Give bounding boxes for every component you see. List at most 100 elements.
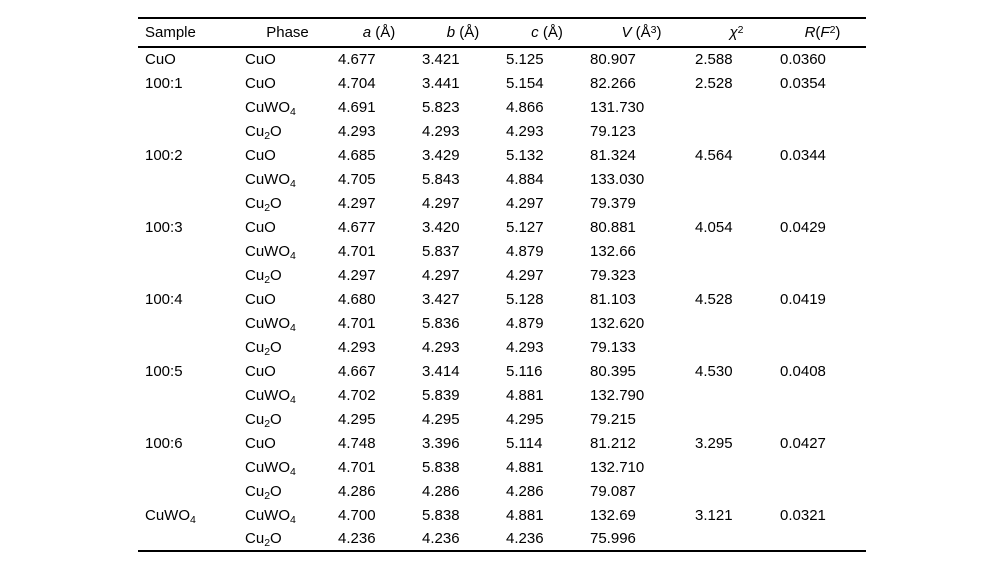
cell-r-f2 — [779, 191, 866, 215]
cell-volume: 132.66 — [590, 242, 636, 260]
cell-a: 4.680 — [338, 290, 376, 308]
cell-phase: CuWO4 — [245, 458, 296, 478]
cell-r-f2: 0.0408 — [780, 362, 826, 380]
cell-phase: Cu2O — [245, 194, 282, 214]
cell-a: 4.701 — [338, 314, 376, 332]
table-header: Sample Phase a (Å) b (Å) c (Å) V (Å3) χ2 R(F2) — [138, 18, 866, 47]
cell-c: 5.116 — [506, 362, 543, 380]
column-header-r-f2: R(F2) — [804, 24, 841, 41]
table-header-row: Sample Phase a (Å) b (Å) c (Å) V (Å3) χ2 R(F2) — [138, 18, 866, 47]
cell-c: 4.286 — [506, 482, 544, 500]
cell-r-f2: 0.0354 — [780, 74, 826, 92]
cell-chi-squared — [694, 95, 779, 119]
table-row: 100:6 CuO 4.748 3.396 5.114 81.212 3.295 0.0427 — [138, 431, 866, 455]
cell-volume: 82.266 — [590, 74, 636, 92]
cell-b: 3.414 — [422, 362, 460, 380]
cell-c: 4.881 — [506, 458, 544, 476]
table-row: CuWO4 4.691 5.823 4.866 131.730 — [138, 95, 866, 119]
cell-chi-squared — [694, 407, 779, 431]
cell-c: 4.297 — [506, 266, 544, 284]
cell-c: 5.114 — [506, 434, 543, 452]
cell-c: 5.127 — [506, 218, 544, 236]
table-row: CuWO4 4.705 5.843 4.884 133.030 — [138, 167, 866, 191]
cell-sample — [138, 119, 238, 143]
cell-b: 3.420 — [422, 218, 460, 236]
cell-c: 4.866 — [506, 98, 544, 116]
cell-a: 4.293 — [338, 122, 376, 140]
cell-sample — [138, 479, 238, 503]
cell-a: 4.677 — [338, 51, 376, 68]
cell-volume: 132.790 — [590, 386, 645, 404]
cell-phase: CuO — [245, 290, 276, 308]
cell-a: 4.702 — [338, 386, 376, 404]
column-header-b: b (Å) — [446, 24, 480, 41]
column-header-sample: Sample — [145, 24, 196, 41]
table-row: Cu2O 4.297 4.297 4.297 79.379 — [138, 191, 866, 215]
table-row: 100:5 CuO 4.667 3.414 5.116 80.395 4.530 0.0408 — [138, 359, 866, 383]
cell-c: 5.132 — [506, 146, 544, 164]
cell-a: 4.704 — [338, 74, 376, 92]
cell-volume: 79.133 — [590, 338, 636, 356]
table-row: CuWO4 4.701 5.838 4.881 132.710 — [138, 455, 866, 479]
cell-phase: CuO — [245, 218, 276, 236]
cell-sample — [138, 335, 238, 359]
cell-chi-squared — [694, 383, 779, 407]
cell-r-f2 — [779, 455, 866, 479]
cell-r-f2 — [779, 383, 866, 407]
table-row: Cu2O 4.236 4.236 4.236 75.996 — [138, 527, 866, 551]
cell-r-f2 — [779, 527, 866, 551]
cell-phase: CuO — [245, 51, 276, 68]
cell-sample: CuWO4 — [145, 506, 196, 526]
cell-c: 4.881 — [506, 506, 544, 524]
cell-c: 4.293 — [506, 338, 544, 356]
cell-c: 5.128 — [506, 290, 544, 308]
cell-r-f2 — [779, 335, 866, 359]
cell-sample — [138, 191, 238, 215]
cell-a: 4.295 — [338, 410, 376, 428]
cell-a: 4.701 — [338, 458, 376, 476]
cell-b: 5.839 — [422, 386, 460, 404]
cell-a: 4.667 — [338, 362, 376, 380]
cell-chi-squared — [694, 455, 779, 479]
cell-sample: 100:3 — [145, 218, 183, 236]
cell-chi-squared: 4.530 — [695, 362, 733, 380]
cell-sample — [138, 263, 238, 287]
cell-sample: CuO — [145, 51, 176, 68]
cell-phase: CuWO4 — [245, 314, 296, 334]
cell-sample — [138, 95, 238, 119]
cell-volume: 80.907 — [590, 51, 636, 68]
cell-phase: CuWO4 — [245, 386, 296, 406]
cell-phase: Cu2O — [245, 410, 282, 430]
cell-chi-squared: 3.121 — [695, 506, 733, 524]
cell-volume: 131.730 — [590, 98, 645, 116]
cell-sample — [138, 407, 238, 431]
cell-sample: 100:5 — [145, 362, 183, 380]
cell-b: 3.396 — [422, 434, 460, 452]
table-body: CuO CuO 4.677 3.421 5.125 80.907 2.588 0.0360 10… — [138, 47, 866, 551]
cell-chi-squared — [694, 311, 779, 335]
cell-a: 4.685 — [338, 146, 376, 164]
cell-volume: 132.710 — [590, 458, 645, 476]
column-header-phase: Phase — [266, 24, 309, 41]
cell-chi-squared: 2.588 — [695, 51, 733, 68]
cell-sample — [138, 383, 238, 407]
cell-volume: 79.087 — [590, 482, 636, 500]
cell-phase: Cu2O — [245, 482, 282, 502]
cell-b: 4.236 — [422, 530, 460, 547]
cell-a: 4.705 — [338, 170, 376, 188]
cell-chi-squared — [694, 527, 779, 551]
column-header-volume: V (Å3) — [621, 24, 662, 41]
cell-c: 5.154 — [506, 74, 544, 92]
cell-sample — [138, 239, 238, 263]
table-row: Cu2O 4.297 4.297 4.297 79.323 — [138, 263, 866, 287]
cell-c: 4.881 — [506, 386, 544, 404]
table-row: CuWO4 4.702 5.839 4.881 132.790 — [138, 383, 866, 407]
cell-a: 4.236 — [338, 530, 376, 547]
lattice-parameters-table: Sample Phase a (Å) b (Å) c (Å) V (Å3) χ2 R(F2) … — [138, 17, 866, 552]
cell-r-f2 — [779, 263, 866, 287]
cell-a: 4.286 — [338, 482, 376, 500]
cell-chi-squared: 4.528 — [695, 290, 733, 308]
cell-chi-squared — [694, 479, 779, 503]
cell-b: 3.421 — [422, 51, 460, 68]
cell-b: 4.297 — [422, 194, 460, 212]
